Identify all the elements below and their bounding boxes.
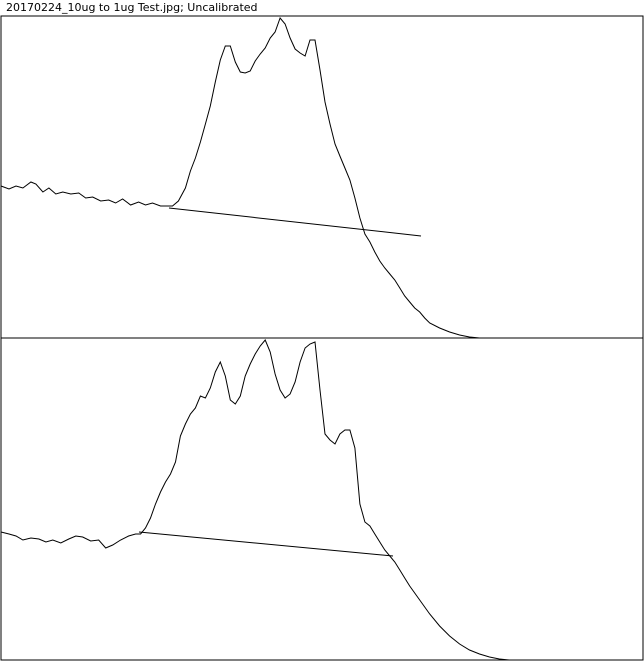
window-title: 20170224_10ug to 1ug Test.jpg; Uncalibra… [6, 1, 258, 14]
lower-profile-frame [0, 337, 644, 661]
upper-profile-frame [0, 15, 644, 339]
upper-profile-line [0, 17, 637, 339]
upper-baseline-line [168, 207, 422, 237]
upper-profile-panel [0, 15, 644, 339]
lower-profile-line [0, 339, 639, 661]
lower-profile-panel [0, 337, 644, 661]
lower-baseline-line [138, 531, 394, 557]
